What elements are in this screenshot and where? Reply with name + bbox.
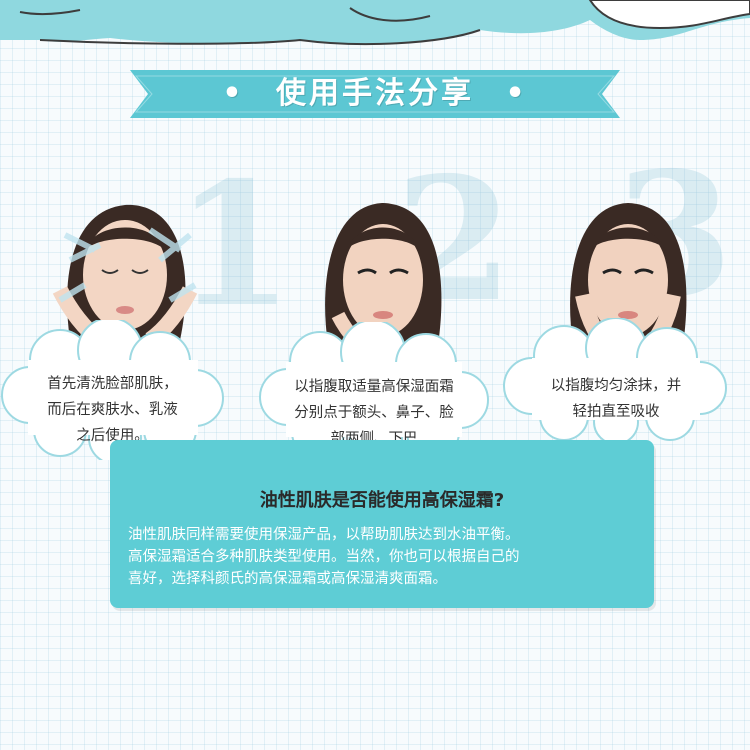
step-2-line: 分别点于额头、鼻子、脸 [294, 405, 454, 421]
step-3-text: 以指腹均匀涂抹，并 轻拍直至吸收 [512, 373, 720, 425]
step-3-line: 轻拍直至吸收 [572, 404, 660, 420]
cloud-bubble-2 [259, 322, 489, 462]
step-number-1: 1 [175, 145, 294, 345]
step-3-line: 以指腹均匀涂抹，并 [550, 378, 682, 394]
face-illustration-cleansing [52, 204, 198, 347]
info-line: 高保湿霜适合多种肌肤类型使用。当然，你也可以根据自己的 [128, 549, 520, 565]
title-text: 使用手法分享 [276, 76, 474, 111]
title-ribbon [130, 70, 620, 118]
step-1-line: 首先清洗脸部肌肤， [47, 376, 178, 392]
info-body: 油性肌肤同样需要使用保湿产品，以帮助肌肤达到水油平衡。 高保湿霜适合多种肌肤类型… [128, 524, 628, 590]
title-bullet-left: • [222, 76, 245, 111]
info-title: 油性肌肤是否能使用高保湿霜? [259, 490, 505, 511]
info-panel [110, 440, 654, 608]
step-2-line: 以指腹取适量高保湿面霜 [294, 379, 454, 395]
cloud-bubble-3 [503, 318, 727, 443]
section-title: • 使用手法分享 • [130, 70, 620, 118]
info-line: 油性肌肤同样需要使用保湿产品，以帮助肌肤达到水油平衡。 [128, 527, 520, 543]
face-illustration-applying [325, 203, 442, 360]
step-1-line: 而后在爽肤水、乳液 [47, 402, 178, 418]
info-line: 喜好，选择科颜氏的高保湿霜或高保湿清爽面霜。 [128, 571, 447, 587]
title-bullet-right: • [505, 76, 528, 111]
step-1-text: 首先清洗脸部肌肤， 而后在爽肤水、乳液 之后使用。 [10, 371, 215, 449]
top-wave-decoration [0, 0, 750, 46]
